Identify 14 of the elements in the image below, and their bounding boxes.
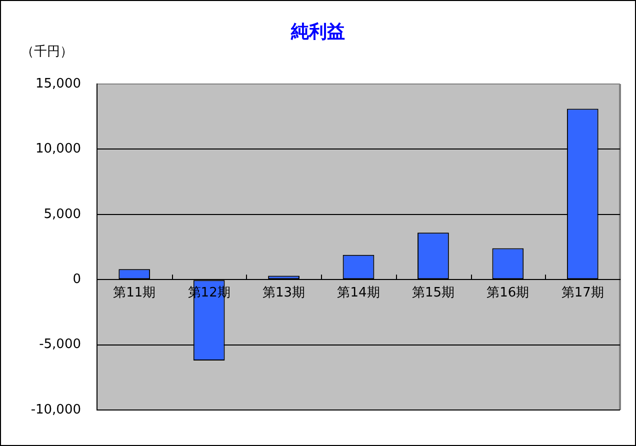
y-tick-label: 10,000 bbox=[36, 142, 81, 157]
x-tick-label: 第15期 bbox=[412, 285, 454, 300]
y-tick-label: 15,000 bbox=[36, 76, 81, 92]
x-tick-label: 第16期 bbox=[486, 285, 530, 300]
y-axis-title: （千円） bbox=[21, 44, 73, 60]
y-tick-label: -5,000 bbox=[39, 337, 81, 352]
x-tick-label: 第17期 bbox=[561, 285, 604, 300]
x-tick-label: 第13期 bbox=[262, 285, 306, 300]
x-tick-label: 第11期 bbox=[113, 285, 156, 300]
y-tick-label: -10,000 bbox=[30, 402, 81, 418]
y-tick-label: 0 bbox=[72, 272, 81, 287]
y-tick-label: 5,000 bbox=[44, 206, 81, 222]
chart-title: 純利益 bbox=[290, 22, 345, 43]
x-tick-label: 第14期 bbox=[337, 285, 380, 300]
